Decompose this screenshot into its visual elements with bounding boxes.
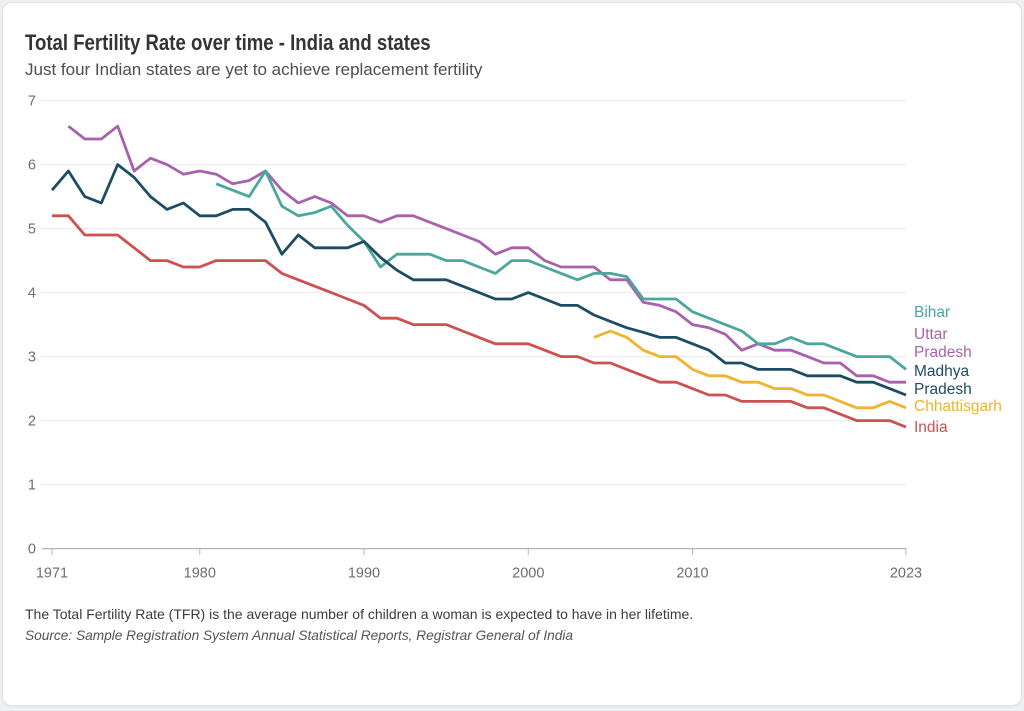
svg-text:2000: 2000 bbox=[512, 566, 544, 582]
svg-text:5: 5 bbox=[28, 222, 36, 238]
svg-text:1990: 1990 bbox=[348, 566, 380, 582]
svg-text:3: 3 bbox=[28, 350, 36, 366]
svg-text:6: 6 bbox=[28, 158, 36, 174]
svg-text:7: 7 bbox=[28, 94, 36, 110]
svg-text:1980: 1980 bbox=[184, 566, 216, 582]
svg-text:4: 4 bbox=[28, 286, 36, 302]
svg-text:1: 1 bbox=[28, 478, 36, 494]
svg-text:0: 0 bbox=[28, 542, 36, 558]
svg-text:2010: 2010 bbox=[676, 566, 708, 582]
svg-text:2023: 2023 bbox=[890, 566, 922, 582]
svg-text:1971: 1971 bbox=[36, 566, 68, 582]
svg-text:2: 2 bbox=[28, 414, 36, 430]
